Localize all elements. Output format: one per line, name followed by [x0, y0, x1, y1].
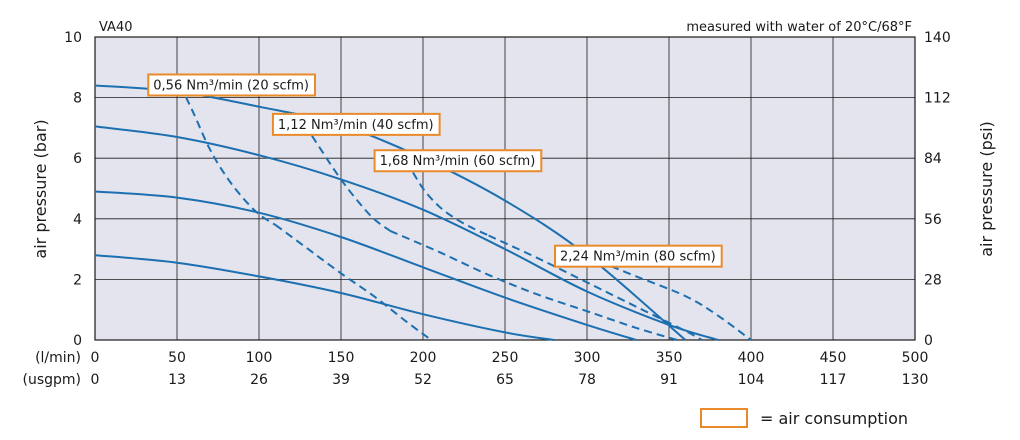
- performance-curve: [94, 190, 637, 341]
- y-tick-label: 4: [73, 212, 82, 228]
- y-tick-label: 0: [73, 333, 82, 349]
- air-consumption-curve: [488, 234, 703, 341]
- y2-tick-label: 56: [924, 212, 942, 228]
- y2-tick-label: 140: [924, 30, 951, 46]
- x-tick-label-usgpm: 78: [578, 372, 596, 388]
- legend-swatch: [700, 408, 748, 428]
- chart-subtitle: measured with water of 20°C/68°F: [686, 20, 912, 35]
- air-consumption-label-text: 1,68 Nm³/min (60 scfm): [380, 154, 536, 169]
- air-consumption-label: 0,56 Nm³/min (20 scfm): [147, 73, 316, 97]
- legend-label: = air consumption: [760, 408, 908, 428]
- air-consumption-curve: [304, 124, 391, 232]
- air-consumption-label: 1,12 Nm³/min (40 scfm): [271, 112, 441, 136]
- x-tick-label-lmin: 300: [574, 350, 601, 366]
- performance-curve: [94, 254, 555, 341]
- air-consumption-label-text: 0,56 Nm³/min (20 scfm): [153, 78, 309, 93]
- air-consumption-label-box: [147, 73, 316, 97]
- air-consumption-label-box: [271, 112, 441, 136]
- x-tick-label-lmin: 200: [410, 350, 437, 366]
- legend: = air consumption: [700, 406, 908, 430]
- x-tick-label-lmin: 150: [328, 350, 355, 366]
- air-consumption-label-box: [554, 244, 723, 268]
- y-tick-label: 8: [73, 91, 82, 107]
- x-tick-label-lmin: 250: [492, 350, 519, 366]
- air-consumption-curve: [586, 255, 752, 341]
- x-tick-label-lmin: 50: [168, 350, 186, 366]
- x-tick-label-usgpm: 52: [414, 372, 432, 388]
- y-tick-label: 10: [64, 30, 82, 46]
- air-consumption-label-text: 1,12 Nm³/min (40 scfm): [278, 118, 434, 133]
- y2-tick-label: 84: [924, 151, 942, 167]
- x-tick-label-usgpm: 91: [660, 372, 678, 388]
- air-consumption-label: 1,68 Nm³/min (60 scfm): [373, 149, 543, 173]
- gridlines: [95, 37, 915, 340]
- air-consumption-curve: [389, 229, 678, 341]
- y-axis-label: air pressure (bar): [31, 119, 50, 258]
- chart-title: VA40: [99, 20, 133, 35]
- x-tick-label-lmin: 0: [91, 350, 100, 366]
- x-tick-label-lmin: 450: [820, 350, 847, 366]
- y2-tick-label: 112: [924, 91, 951, 107]
- air-consumption-label-box: [373, 149, 543, 173]
- y2-tick-label: 28: [924, 272, 942, 288]
- x-tick-label-usgpm: 65: [496, 372, 514, 388]
- y2-tick-label: 0: [924, 333, 933, 349]
- x-tick-label-lmin: 350: [656, 350, 683, 366]
- x-tick-label-usgpm: 104: [738, 372, 765, 388]
- air-consumption-label: 2,24 Nm³/min (80 scfm): [554, 244, 723, 268]
- air-consumption-labels: 0,56 Nm³/min (20 scfm) 1,12 Nm³/min (40 s…: [147, 73, 723, 268]
- air-consumption-label-text: 2,24 Nm³/min (80 scfm): [560, 250, 716, 265]
- x-tick-label-lmin: 500: [902, 350, 929, 366]
- y2-axis-label: air pressure (psi): [977, 121, 996, 257]
- x-unit-label-lmin: (l/min): [35, 350, 81, 366]
- x-tick-label-lmin: 100: [246, 350, 273, 366]
- performance-curve: [94, 125, 719, 341]
- x-unit-label-usgpm: (usgpm): [22, 372, 81, 388]
- x-tick-label-usgpm: 26: [250, 372, 268, 388]
- air-consumption-curve: [405, 160, 490, 237]
- x-tick-label-usgpm: 117: [820, 372, 847, 388]
- x-tick-label-usgpm: 130: [902, 372, 929, 388]
- y-tick-label: 6: [73, 151, 82, 167]
- tick-labels: 0050131002615039200522506530078350914001…: [64, 30, 951, 388]
- x-tick-label-usgpm: 13: [168, 372, 186, 388]
- x-tick-label-lmin: 400: [738, 350, 765, 366]
- air-consumption-curve: [179, 85, 276, 226]
- y-tick-label: 2: [73, 272, 82, 288]
- x-tick-label-usgpm: 0: [91, 372, 100, 388]
- x-tick-label-usgpm: 39: [332, 372, 350, 388]
